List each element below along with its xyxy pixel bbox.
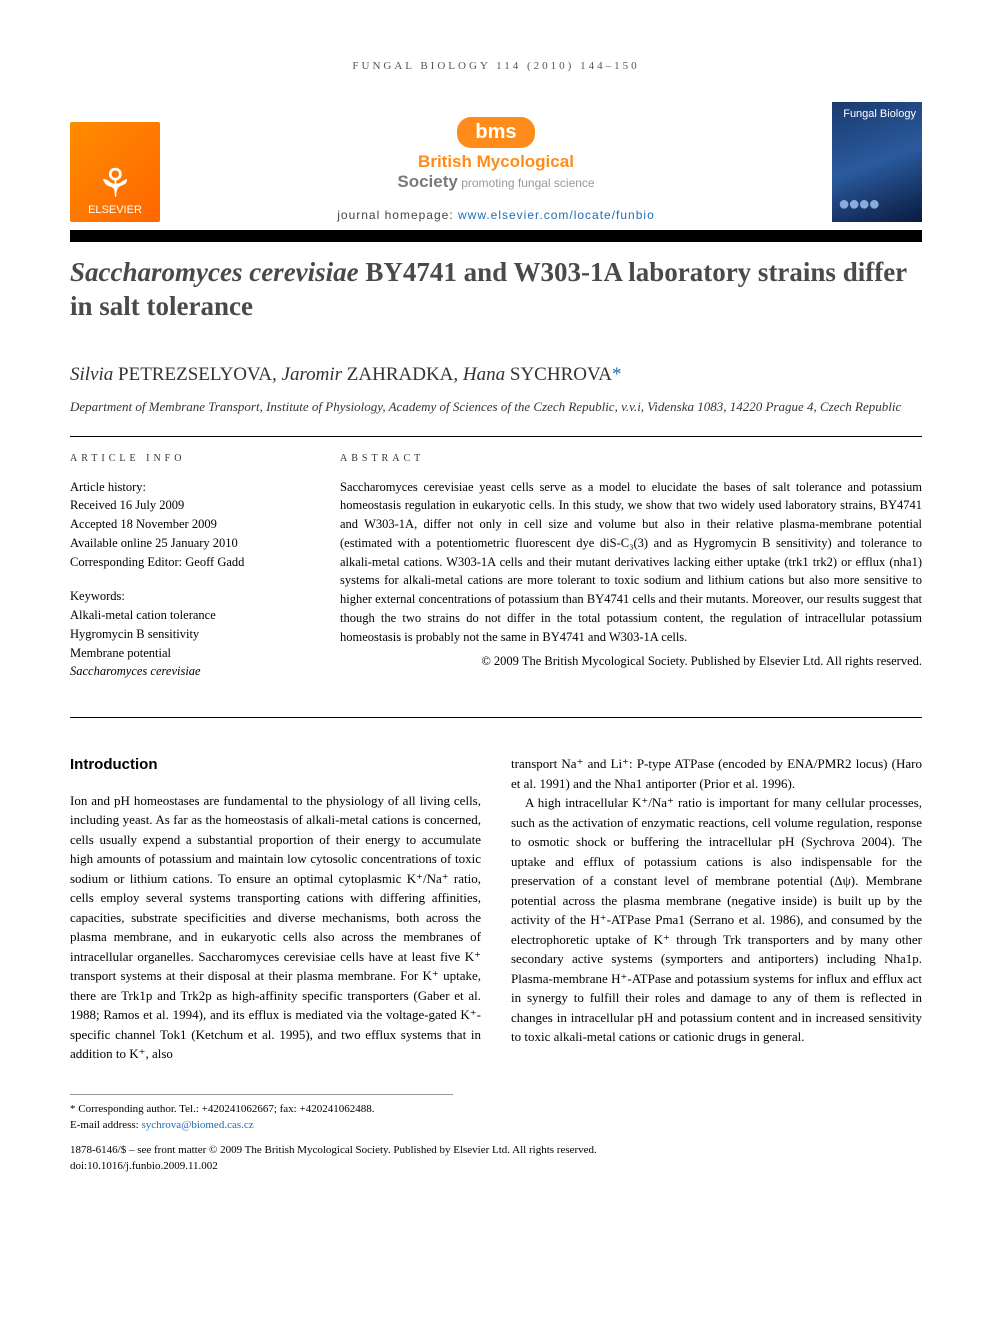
elsevier-label: ELSEVIER — [88, 204, 142, 216]
running-head: FUNGAL BIOLOGY 114 (2010) 144–150 — [70, 60, 922, 72]
keyword: Alkali-metal cation tolerance — [70, 606, 300, 625]
journal-homepage-link[interactable]: www.elsevier.com/locate/funbio — [458, 208, 655, 222]
email-link[interactable]: sychrova@biomed.cas.cz — [141, 1119, 253, 1131]
keyword: Membrane potential — [70, 644, 300, 663]
abstract-label: ABSTRACT — [340, 453, 922, 464]
abstract-block: ABSTRACT Saccharomyces cerevisiae yeast … — [340, 453, 922, 698]
journal-homepage: journal homepage: www.elsevier.com/locat… — [180, 208, 812, 222]
keyword: Hygromycin B sensitivity — [70, 625, 300, 644]
email-label: E-mail address: — [70, 1119, 141, 1131]
intro-p1: Ion and pH homeostases are fundamental t… — [70, 791, 481, 1064]
affiliation: Department of Membrane Transport, Instit… — [70, 398, 922, 416]
footnotes: * Corresponding author. Tel.: +420241062… — [70, 1094, 453, 1134]
corresponding-footnote: * Corresponding author. Tel.: +420241062… — [70, 1101, 453, 1118]
abstract-text: Saccharomyces cerevisiae yeast cells ser… — [340, 478, 922, 647]
cover-title: Fungal Biology — [843, 108, 916, 120]
imprint: 1878-6146/$ – see front matter © 2009 Th… — [70, 1142, 922, 1175]
imprint-line1: 1878-6146/$ – see front matter © 2009 Th… — [70, 1142, 922, 1159]
article-info-block: ARTICLE INFO Article history: Received 1… — [70, 453, 300, 698]
article-title: Saccharomyces cerevisiae BY4741 and W303… — [70, 256, 922, 324]
intro-heading: Introduction — [70, 754, 481, 777]
journal-cover-thumb[interactable]: Fungal Biology ●●●● — [832, 102, 922, 222]
body-columns: Introduction Ion and pH homeostases are … — [70, 754, 922, 1064]
cover-art-icon: ●●●● — [838, 193, 878, 216]
accepted-date: Accepted 18 November 2009 — [70, 515, 300, 534]
history-label: Article history: — [70, 478, 300, 497]
corresponding-editor: Corresponding Editor: Geoff Gadd — [70, 553, 300, 572]
rule — [70, 717, 922, 718]
intro-p2: transport Na⁺ and Li⁺: P-type ATPase (en… — [511, 754, 922, 793]
column-left: Introduction Ion and pH homeostases are … — [70, 754, 481, 1064]
bms-line2b: promoting fungal science — [458, 176, 595, 190]
imprint-doi: doi:10.1016/j.funbio.2009.11.002 — [70, 1158, 922, 1175]
elsevier-tree-icon: ⚘ — [97, 164, 133, 204]
divider-bar — [70, 230, 922, 242]
column-right: transport Na⁺ and Li⁺: P-type ATPase (en… — [511, 754, 922, 1064]
rule — [70, 436, 922, 437]
intro-p3: A high intracellular K⁺/Na⁺ ratio is imp… — [511, 793, 922, 1047]
article-info-label: ARTICLE INFO — [70, 453, 300, 464]
bms-logo: bms British Mycological Society promotin… — [397, 117, 594, 192]
keyword: Saccharomyces cerevisiae — [70, 662, 300, 681]
abstract-copyright: © 2009 The British Mycological Society. … — [340, 652, 922, 671]
bms-line1: British Mycological — [418, 152, 574, 171]
bms-pill: bms — [457, 117, 534, 148]
online-date: Available online 25 January 2010 — [70, 534, 300, 553]
corresponding-asterisk: * — [612, 364, 622, 385]
keywords-label: Keywords: — [70, 587, 300, 606]
elsevier-logo[interactable]: ⚘ ELSEVIER — [70, 122, 160, 222]
author-list: Silvia PETREZSELYOVA, Jaromir ZAHRADKA, … — [70, 364, 922, 386]
bms-line2a: Society — [397, 172, 457, 191]
received-date: Received 16 July 2009 — [70, 496, 300, 515]
journal-header: ⚘ ELSEVIER bms British Mycological Socie… — [70, 102, 922, 222]
